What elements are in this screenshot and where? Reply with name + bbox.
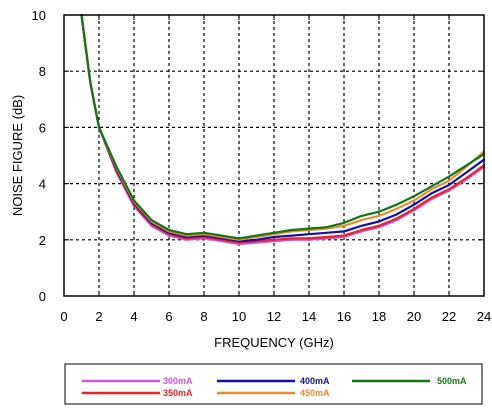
series-line-500ma — [80, 13, 486, 240]
series-line-400ma — [80, 13, 486, 243]
x-tick-label: 24 — [477, 309, 491, 324]
legend-label-500ma: 500mA — [437, 376, 467, 386]
legend-label-300ma: 300mA — [163, 376, 193, 386]
y-tick-labels: 0 2 4 6 8 10 — [32, 8, 46, 304]
x-tick-label: 6 — [165, 309, 172, 324]
legend-label-450ma: 450mA — [300, 388, 330, 398]
x-tick-label: 2 — [95, 309, 102, 324]
x-axis-title: FREQUENCY (GHz) — [214, 335, 334, 350]
x-tick-label: 14 — [302, 309, 316, 324]
x-tick-label: 4 — [130, 309, 137, 324]
y-axis-title: NOISE FIGURE (dB) — [10, 95, 25, 216]
y-tick-label: 0 — [39, 289, 46, 304]
y-tick-label: 8 — [39, 64, 46, 79]
grid-lines — [64, 15, 484, 296]
axis-ticks — [63, 14, 485, 297]
x-tick-labels: 0 2 4 6 8 10 12 14 16 18 20 22 24 — [60, 309, 491, 324]
y-tick-label: 6 — [39, 120, 46, 135]
y-tick-label: 4 — [39, 177, 46, 192]
legend: 300mA 350mA 400mA 450mA 500mA — [64, 363, 483, 405]
x-tick-label: 16 — [337, 309, 351, 324]
series-lines — [80, 13, 486, 246]
x-tick-label: 0 — [60, 309, 67, 324]
legend-items: 300mA 350mA 400mA 450mA 500mA — [82, 376, 467, 398]
x-tick-label: 22 — [442, 309, 456, 324]
legend-box — [64, 363, 483, 405]
x-tick-label: 10 — [232, 309, 246, 324]
legend-label-350ma: 350mA — [163, 388, 193, 398]
x-tick-label: 20 — [407, 309, 421, 324]
y-tick-label: 2 — [39, 233, 46, 248]
y-tick-label: 10 — [32, 8, 46, 23]
x-tick-label: 8 — [200, 309, 207, 324]
x-tick-label: 12 — [267, 309, 281, 324]
x-tick-label: 18 — [372, 309, 386, 324]
legend-label-400ma: 400mA — [300, 376, 330, 386]
